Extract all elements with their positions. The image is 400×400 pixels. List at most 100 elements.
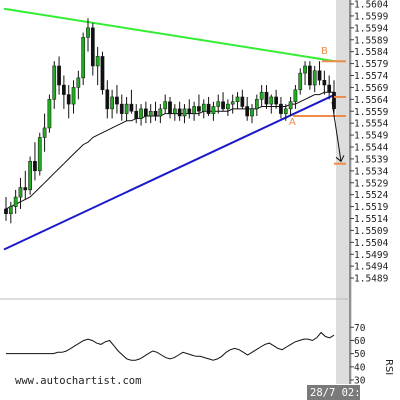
candle bbox=[177, 101, 182, 121]
candle bbox=[308, 61, 312, 90]
candle-body bbox=[216, 101, 221, 107]
candle-body bbox=[182, 108, 187, 117]
candle-body bbox=[144, 108, 148, 117]
candle bbox=[66, 85, 71, 119]
candle bbox=[197, 94, 201, 117]
candle bbox=[226, 99, 230, 117]
price-axis: 1.56041.55991.55941.55891.55841.55791.55… bbox=[349, 0, 389, 384]
candle bbox=[105, 80, 110, 119]
candle-body bbox=[18, 187, 23, 198]
price-tick-label: 1.5524 bbox=[354, 190, 389, 201]
forecast-arrow-line bbox=[331, 101, 342, 162]
price-tick-label: 1.5569 bbox=[354, 83, 389, 94]
candle-body bbox=[76, 77, 81, 88]
candle bbox=[312, 65, 317, 93]
candle-body bbox=[221, 101, 225, 110]
time-label-bg bbox=[307, 385, 360, 400]
candle bbox=[8, 201, 13, 224]
candle-body bbox=[148, 111, 153, 117]
candle-body bbox=[95, 56, 100, 67]
candle bbox=[47, 94, 52, 133]
candle bbox=[18, 177, 23, 209]
candle-body bbox=[259, 91, 264, 100]
candle bbox=[23, 170, 28, 200]
candle-body bbox=[110, 96, 114, 110]
candle bbox=[81, 32, 86, 86]
candle bbox=[254, 94, 259, 117]
candle bbox=[192, 101, 196, 121]
support-trendline bbox=[3, 93, 336, 251]
candle bbox=[182, 104, 187, 124]
rsi-tick-label: 60 bbox=[354, 336, 366, 347]
candle-body bbox=[158, 108, 163, 117]
candle-body bbox=[177, 108, 182, 117]
candle bbox=[168, 96, 172, 119]
candle-body bbox=[81, 37, 86, 79]
candle bbox=[269, 94, 274, 114]
candle-body bbox=[308, 65, 312, 86]
candle bbox=[201, 99, 206, 119]
price-tick-label: 1.5514 bbox=[354, 214, 389, 225]
candle-body bbox=[13, 196, 18, 207]
price-tick-label: 1.5519 bbox=[354, 202, 389, 213]
candle bbox=[76, 70, 81, 100]
candle-body bbox=[279, 103, 283, 114]
price-levels: BA bbox=[289, 46, 346, 165]
candle bbox=[28, 156, 32, 195]
candle-body bbox=[322, 80, 327, 86]
candle-body bbox=[23, 187, 28, 191]
level-label-b: B bbox=[321, 46, 328, 57]
candle bbox=[235, 92, 240, 109]
price-tick-label: 1.5554 bbox=[354, 119, 389, 130]
rsi-tick-label: 40 bbox=[354, 362, 366, 373]
candle-body bbox=[37, 137, 42, 172]
candle bbox=[245, 96, 250, 121]
candle-body bbox=[124, 103, 129, 114]
candle bbox=[144, 101, 148, 124]
candle-body bbox=[235, 96, 240, 102]
candle-body bbox=[8, 206, 13, 214]
candle bbox=[124, 96, 129, 121]
candle-body bbox=[332, 91, 336, 110]
candle-body bbox=[139, 108, 143, 119]
candle-body bbox=[274, 96, 278, 105]
candle-body bbox=[269, 96, 274, 105]
candle bbox=[57, 56, 61, 95]
candle-body bbox=[264, 91, 269, 105]
rsi-panel: 70 60 50 40 30 RSI bbox=[0, 298, 394, 387]
candle bbox=[52, 61, 57, 109]
candle bbox=[33, 142, 37, 181]
candle bbox=[134, 104, 139, 124]
candle-body bbox=[172, 108, 177, 114]
price-tick-label: 1.5599 bbox=[354, 11, 389, 22]
rsi-tick-label: 50 bbox=[354, 349, 366, 360]
candle-body bbox=[317, 70, 322, 81]
rsi-title: RSI bbox=[383, 359, 394, 375]
candle-body bbox=[62, 84, 66, 95]
candle bbox=[62, 75, 66, 109]
candle-body bbox=[298, 72, 303, 91]
candle-body bbox=[288, 101, 293, 110]
candle bbox=[4, 197, 8, 221]
candle bbox=[230, 94, 235, 114]
price-tick-label: 1.5534 bbox=[354, 166, 389, 177]
candle-body bbox=[66, 94, 71, 105]
candle-body bbox=[115, 96, 119, 105]
price-tick-label: 1.5564 bbox=[354, 95, 389, 106]
candle-body bbox=[52, 65, 57, 100]
candle-body bbox=[163, 101, 168, 110]
candle-body bbox=[254, 99, 259, 110]
candle bbox=[221, 92, 225, 112]
price-tick-label: 1.5604 bbox=[354, 0, 389, 11]
price-tick-label: 1.5584 bbox=[354, 47, 389, 58]
candle-body bbox=[226, 103, 230, 110]
candle bbox=[95, 46, 100, 86]
candle bbox=[172, 104, 177, 121]
candle bbox=[42, 113, 47, 152]
candle-body bbox=[293, 89, 298, 102]
resistance-trendline bbox=[3, 7, 336, 63]
candle-body bbox=[134, 111, 139, 119]
candle-body bbox=[240, 96, 245, 107]
candle bbox=[303, 61, 307, 86]
